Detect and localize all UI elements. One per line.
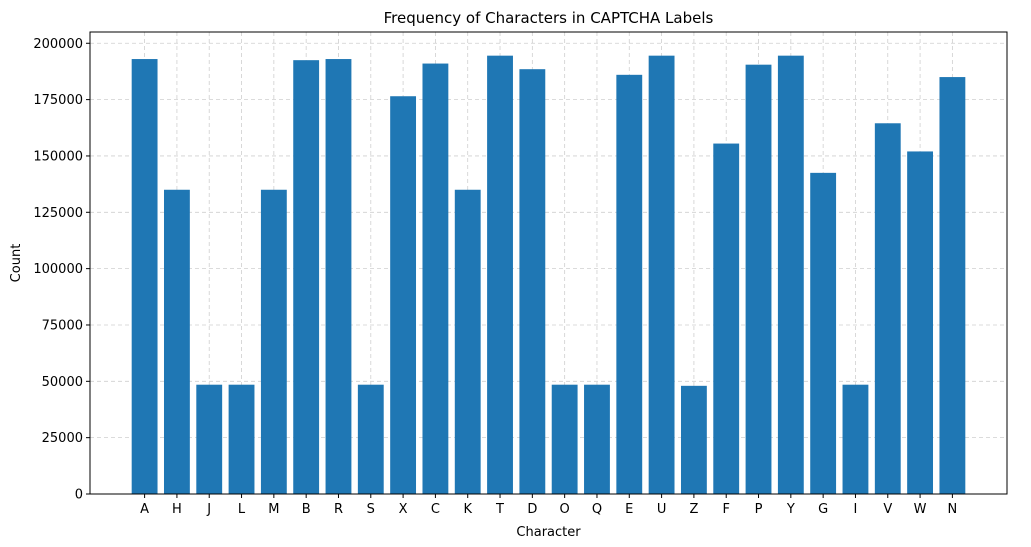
- bar-K: [454, 189, 481, 494]
- x-tick-label: P: [755, 502, 763, 517]
- x-tick-label: X: [399, 502, 408, 517]
- bar-N: [939, 77, 966, 494]
- bar-O: [551, 384, 578, 494]
- x-tick-label: J: [206, 502, 211, 517]
- x-tick-label: L: [238, 502, 246, 517]
- bar-Z: [680, 385, 707, 494]
- x-tick-label: O: [560, 502, 570, 517]
- x-tick-label: F: [722, 502, 729, 517]
- x-tick-label: M: [268, 502, 279, 517]
- y-tick-label: 175000: [33, 93, 83, 108]
- bar-M: [260, 189, 287, 494]
- y-tick-label: 50000: [42, 375, 83, 390]
- x-tick-label: I: [854, 502, 858, 517]
- x-tick-label: Q: [592, 502, 602, 517]
- x-tick-label: C: [431, 502, 440, 517]
- x-tick-label: R: [334, 502, 343, 517]
- bar-W: [907, 151, 934, 494]
- bar-G: [810, 172, 837, 495]
- bar-U: [648, 55, 675, 494]
- y-tick-label: 75000: [42, 318, 83, 333]
- x-tick-label: Y: [786, 502, 795, 517]
- bar-P: [745, 64, 772, 495]
- x-tick-label: G: [818, 502, 828, 517]
- bar-H: [163, 189, 190, 494]
- grid-layer: [90, 32, 1007, 495]
- x-tick-label: T: [495, 502, 504, 517]
- x-tick-label: S: [367, 502, 375, 517]
- y-axis-label: Count: [9, 244, 24, 283]
- x-tick-label: K: [463, 502, 472, 517]
- y-tick-label: 150000: [33, 149, 83, 164]
- x-tick-label: H: [172, 502, 182, 517]
- chart-title: Frequency of Characters in CAPTCHA Label…: [384, 9, 714, 27]
- bar-S: [357, 384, 384, 494]
- y-tick-label: 200000: [33, 37, 83, 52]
- x-tick-label: N: [948, 502, 958, 517]
- bars-layer: [131, 55, 966, 495]
- x-tick-label: D: [527, 502, 537, 517]
- bar-L: [228, 384, 255, 494]
- plot-frame: [89, 31, 1008, 495]
- bar-F: [713, 143, 740, 494]
- ticks-layer: 0 25000 50000 75000 100000 125000 150000 175000…: [33, 37, 957, 517]
- bar-Y: [777, 55, 804, 494]
- bar-I: [842, 384, 869, 494]
- bar-A: [131, 59, 158, 494]
- x-tick-label: Z: [689, 502, 698, 517]
- y-tick-label: 125000: [33, 206, 83, 221]
- x-tick-label: W: [914, 502, 927, 517]
- bar-J: [196, 384, 223, 494]
- bar-E: [616, 74, 643, 494]
- x-axis-label: Character: [516, 525, 581, 540]
- bar-Q: [584, 384, 610, 494]
- bar-R: [325, 59, 352, 494]
- y-tick-label: 100000: [33, 262, 83, 277]
- bar-D: [519, 69, 546, 494]
- x-tick-label: B: [302, 502, 311, 517]
- bar-C: [422, 63, 449, 495]
- bar-X: [390, 96, 417, 494]
- x-tick-label: V: [883, 502, 892, 517]
- bar-T: [487, 55, 513, 494]
- x-tick-label: A: [140, 502, 149, 517]
- x-tick-label: E: [625, 502, 633, 517]
- y-tick-label: 0: [75, 488, 83, 503]
- bar-B: [293, 60, 320, 495]
- bar-V: [874, 123, 901, 495]
- y-tick-label: 25000: [42, 431, 83, 446]
- x-tick-label: U: [657, 502, 667, 517]
